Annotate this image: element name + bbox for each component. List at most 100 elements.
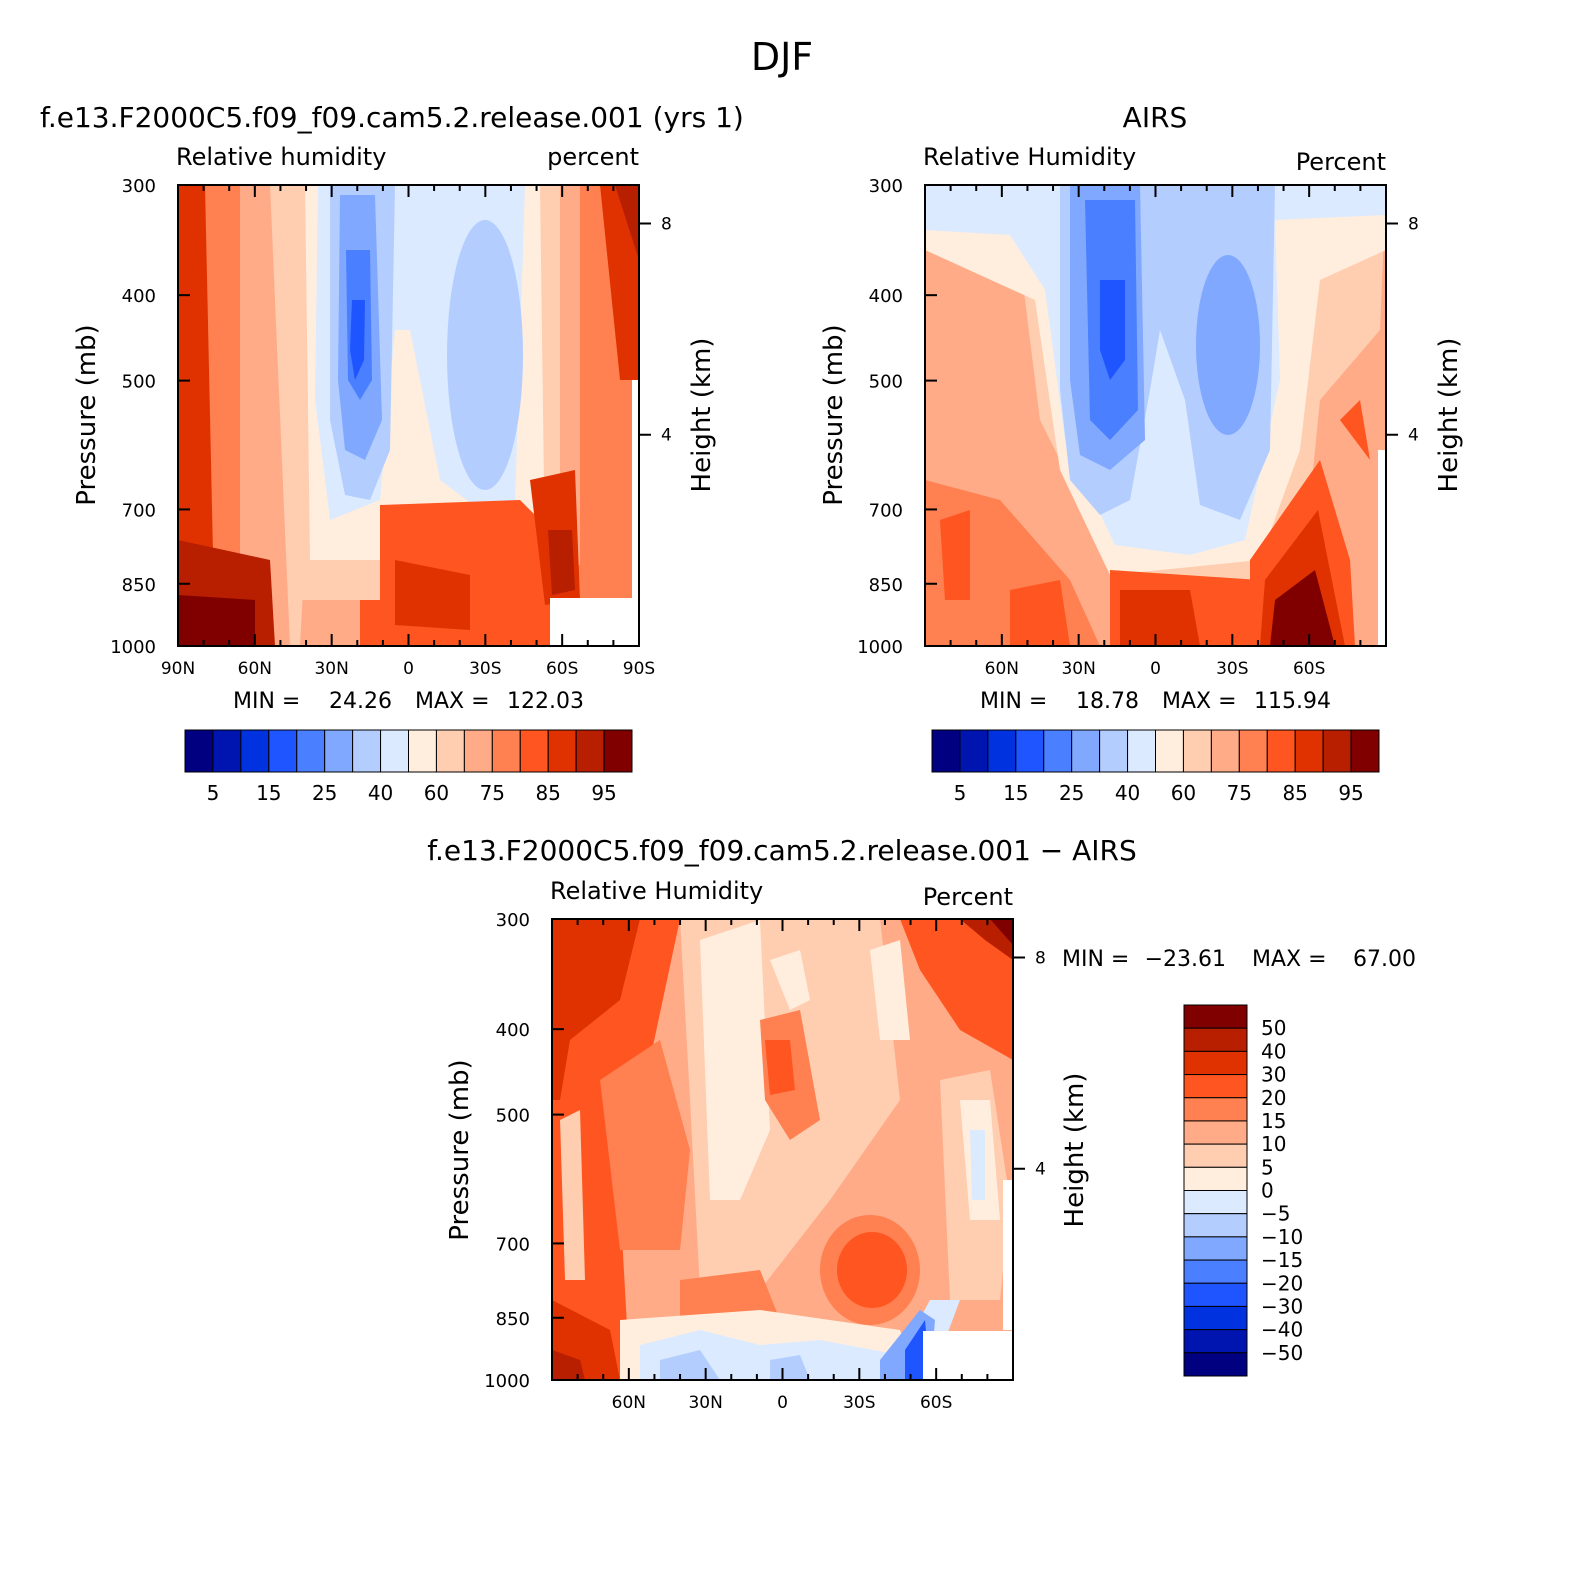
colorbar-box bbox=[1210, 729, 1240, 773]
colorbar-box bbox=[987, 729, 1017, 773]
colorbar-box bbox=[575, 729, 605, 773]
colorbar-label: 40 bbox=[1261, 1039, 1286, 1063]
colorbar-box bbox=[603, 729, 633, 773]
panel-obs-max-label: MAX = bbox=[1162, 689, 1237, 714]
colorbar-box bbox=[1183, 1166, 1248, 1191]
colorbar-box bbox=[1183, 1004, 1248, 1029]
y-tick-label: 850 bbox=[496, 1309, 530, 1330]
colorbar-box bbox=[1099, 729, 1129, 773]
x-tick-label: 60S bbox=[920, 1393, 952, 1413]
colorbar-box bbox=[1266, 729, 1296, 773]
colorbar-label: −50 bbox=[1261, 1341, 1303, 1365]
colorbar-label: −5 bbox=[1261, 1202, 1290, 1226]
figure-title: DJF bbox=[751, 35, 813, 79]
colorbar-label: 15 bbox=[256, 781, 281, 805]
x-tick-label: 30S bbox=[469, 659, 501, 679]
panel-model: f.e13.F2000C5.f09_f09.cam5.2.release.001… bbox=[40, 101, 744, 805]
panel-diff-title: f.e13.F2000C5.f09_f09.cam5.2.release.001… bbox=[427, 834, 1137, 867]
colorbar-label: 60 bbox=[424, 781, 449, 805]
colorbar-box bbox=[1322, 729, 1352, 773]
colorbar-label: 95 bbox=[591, 781, 616, 805]
panel-diff-max-value: 67.00 bbox=[1353, 947, 1416, 972]
panel-model-ticks: 90N 60N 30N 0 30S 60S 90S 300 400 500 700 850 1000 8 4 bbox=[110, 176, 672, 679]
panel-diff-min-value: −23.61 bbox=[1145, 947, 1226, 972]
y-tick-label: 300 bbox=[496, 910, 530, 931]
panel-diff: f.e13.F2000C5.f09_f09.cam5.2.release.001… bbox=[427, 834, 1416, 1413]
x-tick-label: 30N bbox=[1061, 659, 1095, 679]
height-tick-label: 4 bbox=[1408, 426, 1419, 446]
colorbar-label: −15 bbox=[1261, 1248, 1303, 1272]
colorbar-box bbox=[1183, 1190, 1248, 1215]
y-tick-label: 400 bbox=[122, 286, 156, 307]
y-tick-label: 1000 bbox=[484, 1371, 530, 1392]
panel-model-field bbox=[178, 185, 639, 646]
height-tick-label: 8 bbox=[661, 214, 672, 234]
colorbar-box bbox=[1183, 1027, 1248, 1052]
x-tick-label: 60N bbox=[238, 659, 272, 679]
colorbar-box bbox=[1015, 729, 1045, 773]
colorbar-box bbox=[240, 729, 270, 773]
colorbar-label: −40 bbox=[1261, 1318, 1303, 1342]
x-tick-label: 90S bbox=[623, 659, 655, 679]
colorbar-box bbox=[1182, 729, 1212, 773]
colorbar-label: 85 bbox=[535, 781, 560, 805]
colorbar-label: 15 bbox=[1003, 781, 1028, 805]
panel-model-ylabel-right: Height (km) bbox=[687, 338, 717, 493]
panel-diff-ticks: 60N 30N 0 30S 60S 300 400 500 700 850 1000 8 4 bbox=[484, 910, 1046, 1413]
colorbar-box bbox=[1238, 729, 1268, 773]
panel-obs-field bbox=[925, 185, 1386, 646]
colorbar-box bbox=[1183, 1050, 1248, 1076]
colorbar-box bbox=[435, 729, 465, 773]
panel-model-ylabel: Pressure (mb) bbox=[72, 324, 102, 505]
panel-diff-field bbox=[552, 919, 1013, 1380]
colorbar-label: 50 bbox=[1261, 1016, 1286, 1040]
panel-obs-min-value: 18.78 bbox=[1076, 689, 1139, 714]
x-tick-label: 30S bbox=[843, 1393, 875, 1413]
colorbar-label: 75 bbox=[1227, 781, 1252, 805]
colorbar-label: 40 bbox=[368, 781, 393, 805]
panel-model-min-value: 24.26 bbox=[329, 689, 392, 714]
colorbar-label: 60 bbox=[1171, 781, 1196, 805]
y-tick-label: 700 bbox=[869, 500, 903, 521]
colorbar-box bbox=[324, 729, 354, 773]
panel-obs-max-value: 115.94 bbox=[1254, 689, 1331, 714]
colorbar-box bbox=[1183, 1352, 1248, 1377]
x-tick-label: 0 bbox=[1150, 659, 1161, 679]
panel-obs-ylabel: Pressure (mb) bbox=[819, 324, 849, 505]
colorbar-box bbox=[1183, 1143, 1248, 1168]
y-tick-label: 300 bbox=[869, 176, 903, 197]
x-tick-label: 0 bbox=[777, 1393, 788, 1413]
colorbar-box bbox=[1183, 1282, 1248, 1307]
colorbar-label: −10 bbox=[1261, 1225, 1303, 1249]
colorbar-label: 25 bbox=[1059, 781, 1084, 805]
panel-diff-ylabel: Pressure (mb) bbox=[445, 1059, 475, 1240]
colorbar-box bbox=[296, 729, 326, 773]
colorbar-box bbox=[1183, 1213, 1248, 1238]
x-tick-label: 90N bbox=[161, 659, 195, 679]
colorbar-box bbox=[519, 729, 549, 773]
panel-obs-ticks: 60N 30N 0 30S 60S 300 400 500 700 850 1000 8 4 bbox=[857, 176, 1419, 679]
panel-model-colorbar: 5 15 25 40 60 75 85 95 bbox=[184, 729, 633, 805]
panel-model-min-label: MIN = bbox=[233, 689, 300, 714]
x-tick-label: 0 bbox=[403, 659, 414, 679]
panel-model-right-subtitle: percent bbox=[547, 143, 639, 171]
panel-obs-title: AIRS bbox=[1123, 101, 1188, 134]
colorbar-box bbox=[1155, 729, 1184, 773]
colorbar-label: −30 bbox=[1261, 1294, 1303, 1318]
panel-obs-colorbar: 5 15 25 40 60 75 85 95 bbox=[931, 729, 1380, 805]
y-tick-label: 400 bbox=[869, 286, 903, 307]
height-tick-label: 4 bbox=[1035, 1160, 1046, 1180]
panel-model-left-subtitle: Relative humidity bbox=[176, 143, 386, 171]
colorbar-box bbox=[1183, 1329, 1248, 1354]
colorbar-box bbox=[408, 729, 437, 773]
panel-model-title: f.e13.F2000C5.f09_f09.cam5.2.release.001… bbox=[40, 101, 744, 134]
panel-obs-left-subtitle: Relative Humidity bbox=[923, 143, 1136, 171]
height-tick-label: 8 bbox=[1035, 948, 1046, 968]
colorbar-box bbox=[959, 729, 989, 773]
colorbar-box bbox=[1183, 1236, 1248, 1261]
y-tick-label: 500 bbox=[496, 1106, 530, 1127]
colorbar-label: −20 bbox=[1261, 1271, 1303, 1295]
colorbar-box bbox=[463, 729, 493, 773]
